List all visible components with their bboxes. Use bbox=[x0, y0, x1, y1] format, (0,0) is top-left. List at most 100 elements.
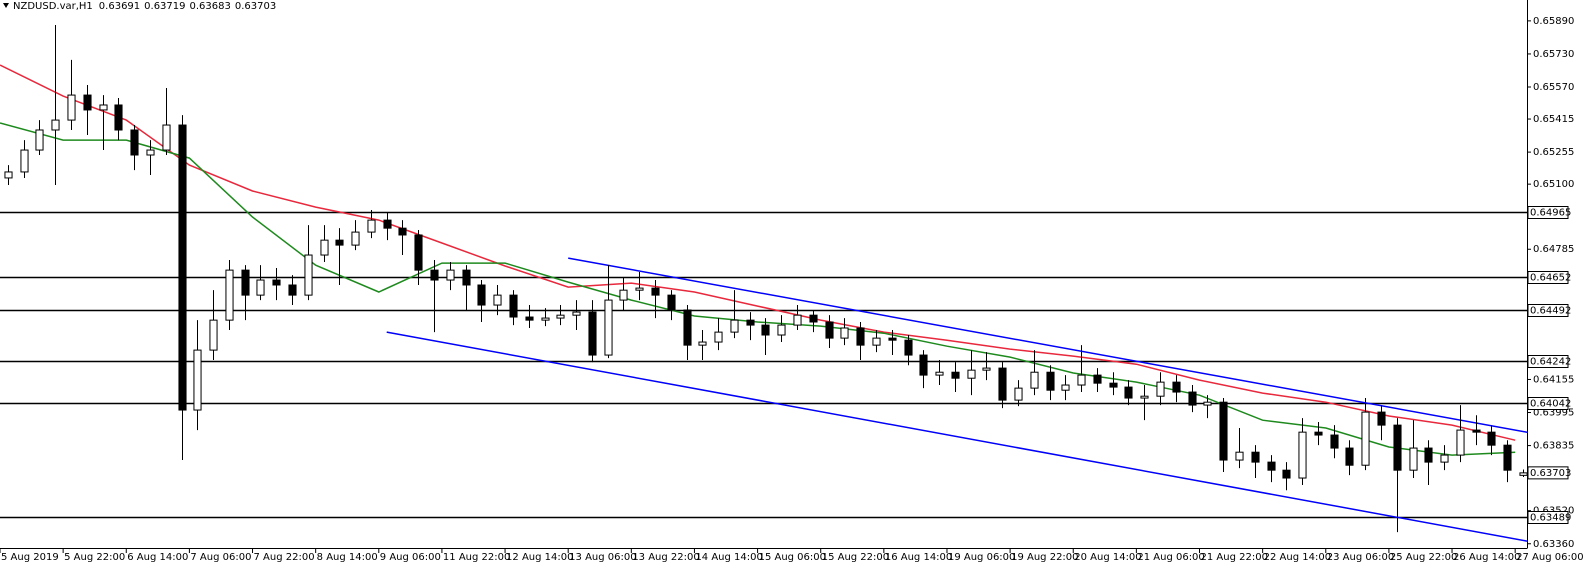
level-label-box bbox=[1527, 397, 1569, 410]
candle-body bbox=[398, 227, 407, 236]
candle-body bbox=[1282, 469, 1291, 479]
x-tick-label: 9 Aug 06:00 bbox=[380, 552, 441, 563]
x-tick-label: 7 Aug 06:00 bbox=[190, 552, 251, 563]
header-close: 0.63703 bbox=[235, 1, 276, 12]
header-high: 0.63719 bbox=[144, 1, 185, 12]
candle-body bbox=[446, 269, 455, 281]
level-label: 0.64042 bbox=[1530, 399, 1571, 410]
candle-body bbox=[1377, 411, 1386, 426]
candle-body bbox=[83, 94, 92, 111]
y-tick-label: 0.65100 bbox=[1533, 179, 1574, 190]
candle-body bbox=[178, 124, 187, 411]
y-tick-label: 0.63995 bbox=[1533, 408, 1574, 419]
candle-body bbox=[20, 149, 29, 173]
candle-body bbox=[304, 254, 313, 296]
candle-body bbox=[588, 311, 597, 356]
candle-body bbox=[888, 337, 897, 341]
candle-body bbox=[541, 317, 550, 321]
candle-body bbox=[462, 269, 471, 286]
candle-body bbox=[1188, 391, 1197, 406]
y-tick-label: 0.64785 bbox=[1533, 244, 1574, 255]
price-label-box bbox=[1527, 466, 1569, 480]
x-tick-label: 6 Aug 14:00 bbox=[127, 552, 188, 563]
y-tick-label: 0.65415 bbox=[1533, 114, 1574, 125]
x-tick-label: 23 Aug 06:00 bbox=[1327, 552, 1394, 563]
candle-body bbox=[288, 284, 297, 296]
y-tick-label: 0.64155 bbox=[1533, 374, 1574, 385]
candle-body bbox=[1393, 424, 1402, 471]
x-tick-label: 5 Aug 2019 bbox=[1, 552, 59, 563]
candle-body bbox=[1503, 444, 1512, 471]
moving-average bbox=[0, 64, 1516, 441]
y-tick-label: 0.65255 bbox=[1533, 147, 1574, 158]
candle-body bbox=[904, 339, 913, 356]
candle-body bbox=[51, 119, 60, 131]
candle-body bbox=[1519, 472, 1527, 476]
level-label-box bbox=[1527, 271, 1569, 284]
level-label: 0.64492 bbox=[1530, 306, 1571, 317]
candle-body bbox=[919, 354, 928, 376]
candle-body bbox=[635, 287, 644, 291]
candle-body bbox=[1061, 384, 1070, 391]
candle-body bbox=[162, 124, 171, 151]
candle-body bbox=[1219, 401, 1228, 461]
candle-body bbox=[430, 269, 439, 281]
x-tick-label: 15 Aug 22:00 bbox=[822, 552, 889, 563]
candle-body bbox=[1014, 387, 1023, 401]
candle-body bbox=[99, 104, 108, 111]
candle-body bbox=[241, 269, 250, 296]
x-tick-label: 22 Aug 14:00 bbox=[1264, 552, 1331, 563]
x-tick-label: 21 Aug 22:00 bbox=[1201, 552, 1268, 563]
level-label-box bbox=[1527, 355, 1569, 368]
candle-body bbox=[604, 299, 613, 356]
candle-body bbox=[1440, 454, 1449, 463]
candle-body bbox=[1314, 431, 1323, 436]
candle-body bbox=[683, 309, 692, 346]
candle-body bbox=[193, 349, 202, 411]
candle-body bbox=[1456, 429, 1465, 456]
x-tick-label: 19 Aug 06:00 bbox=[948, 552, 1015, 563]
candle-body bbox=[493, 294, 502, 306]
candle-body bbox=[477, 284, 486, 306]
candle-body bbox=[825, 321, 834, 339]
trend-line bbox=[386, 331, 1527, 542]
candle-body bbox=[114, 104, 123, 131]
candle-body bbox=[1124, 386, 1133, 399]
candle-body bbox=[509, 294, 518, 318]
candle-body bbox=[698, 341, 707, 346]
collapse-icon[interactable] bbox=[3, 3, 9, 8]
candle-body bbox=[1203, 401, 1212, 406]
candle-body bbox=[1472, 429, 1481, 433]
candle-body bbox=[714, 331, 723, 343]
x-tick-label: 20 Aug 14:00 bbox=[1074, 552, 1141, 563]
axes: 0.65890 0.65730 0.65570 0.65415 0.65255 0.651… bbox=[0, 16, 1584, 563]
candle-body bbox=[4, 171, 13, 179]
y-tick-label: 0.65890 bbox=[1533, 16, 1574, 27]
x-tick-label: 21 Aug 06:00 bbox=[1137, 552, 1204, 563]
y-tick-label: 0.65730 bbox=[1533, 49, 1574, 60]
x-tick-label: 13 Aug 22:00 bbox=[632, 552, 699, 563]
x-tick-label: 26 Aug 14:00 bbox=[1453, 552, 1520, 563]
level-label: 0.64242 bbox=[1530, 357, 1571, 368]
candle-body bbox=[1235, 451, 1244, 461]
level-label: 0.63489 bbox=[1530, 513, 1571, 524]
level-label-box bbox=[1527, 206, 1569, 219]
candle-body bbox=[525, 316, 534, 321]
x-tick-label: 15 Aug 06:00 bbox=[759, 552, 826, 563]
candle-body bbox=[1361, 411, 1370, 466]
level-label: 0.64652 bbox=[1530, 273, 1571, 284]
candle-body bbox=[651, 287, 660, 296]
x-tick-label: 27 Aug 06:00 bbox=[1516, 552, 1583, 563]
x-tick-label: 16 Aug 14:00 bbox=[885, 552, 952, 563]
candle-body bbox=[872, 337, 881, 346]
candle-body bbox=[1267, 461, 1276, 471]
x-tick-label: 5 Aug 22:00 bbox=[64, 552, 125, 563]
candle-body bbox=[1298, 431, 1307, 479]
candle-body bbox=[667, 294, 676, 311]
candle-body bbox=[209, 319, 218, 351]
candle-body bbox=[1030, 371, 1039, 389]
candle-body bbox=[320, 239, 329, 256]
